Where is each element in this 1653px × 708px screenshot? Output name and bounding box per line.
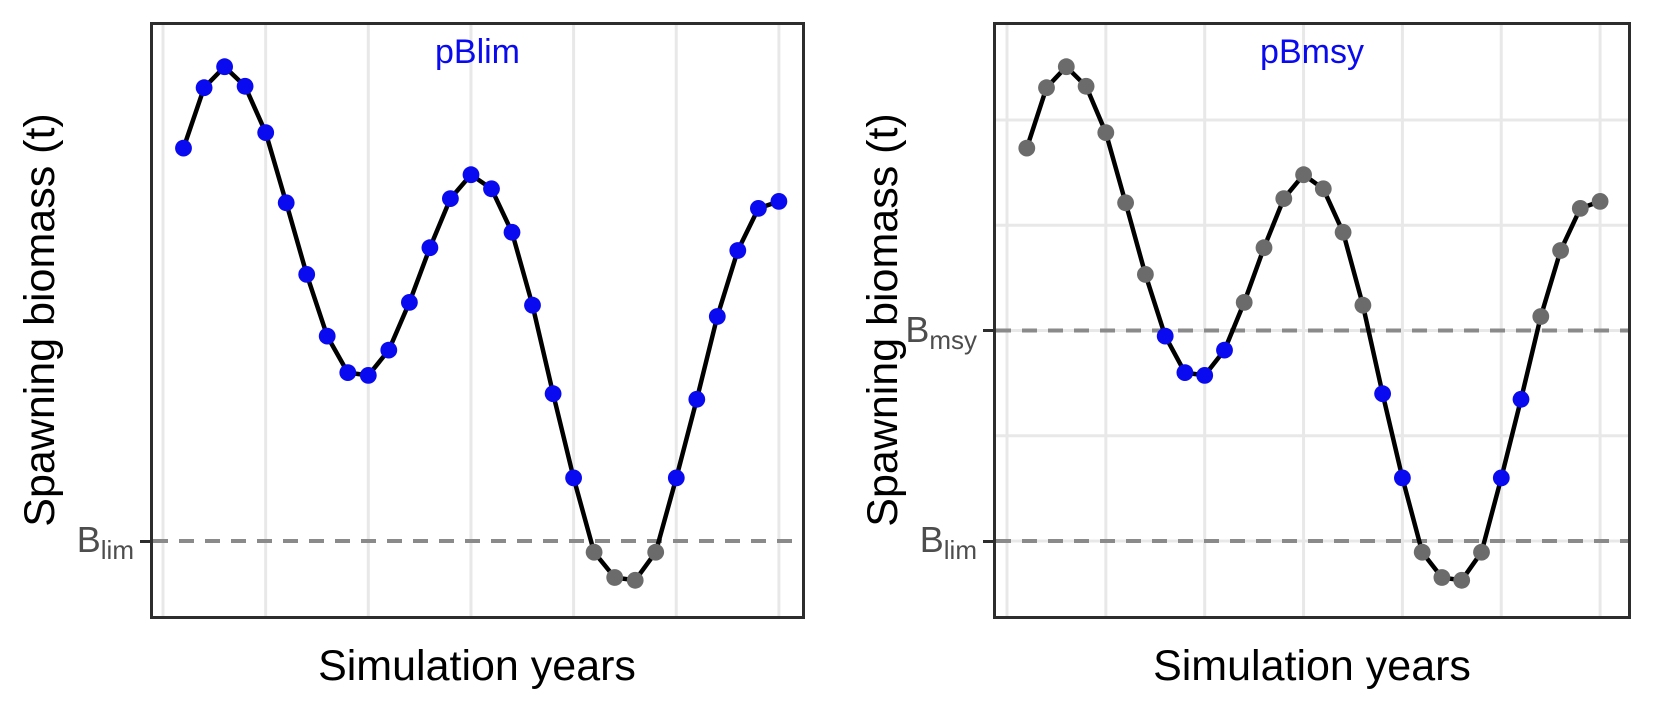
data-point xyxy=(1038,79,1055,97)
series-line xyxy=(1024,64,1603,583)
data-point xyxy=(483,180,500,198)
y-axis-tick xyxy=(983,539,993,543)
data-point xyxy=(1492,469,1510,487)
data-point xyxy=(195,79,213,97)
data-point xyxy=(462,166,480,184)
panel-title-pbmsy: pBmsy xyxy=(1260,33,1364,71)
x-axis-title-right: Simulation years xyxy=(1153,642,1471,690)
data-point xyxy=(1097,124,1115,141)
pblim-chart-svg xyxy=(150,22,805,619)
data-point xyxy=(359,367,377,384)
data-point xyxy=(1176,364,1194,381)
data-point xyxy=(1255,239,1273,257)
data-point xyxy=(380,341,398,359)
panel-border xyxy=(150,22,805,619)
y-axis-tick xyxy=(140,539,150,543)
data-point xyxy=(1354,296,1372,314)
y-tick-label-Blim: Blim xyxy=(919,519,977,565)
y-axis-tick xyxy=(983,329,993,332)
y-tick-label-Blim: Blim xyxy=(76,519,134,565)
data-point xyxy=(318,327,336,345)
data-point xyxy=(1117,194,1134,212)
data-point xyxy=(770,193,788,210)
data-point xyxy=(1374,385,1391,403)
data-point xyxy=(1571,200,1589,217)
data-point xyxy=(1512,390,1530,408)
data-point xyxy=(1018,139,1036,157)
data-point xyxy=(667,469,685,487)
x-axis-title-left: Simulation years xyxy=(318,642,636,690)
data-point xyxy=(1334,223,1352,241)
pbmsy-chart-svg xyxy=(993,22,1631,619)
data-point xyxy=(401,294,418,311)
data-point xyxy=(257,124,275,141)
data-point xyxy=(524,296,541,314)
data-point xyxy=(565,469,582,487)
data-point xyxy=(729,242,747,259)
data-point xyxy=(1196,367,1214,384)
data-point xyxy=(750,200,767,217)
data-point xyxy=(236,77,254,95)
data-point xyxy=(606,569,624,586)
data-point xyxy=(1077,77,1095,95)
data-point xyxy=(1275,190,1293,208)
panel-title-pblim: pBlim xyxy=(434,33,521,71)
data-point xyxy=(1156,327,1174,345)
data-point xyxy=(421,239,439,257)
data-point xyxy=(442,190,459,208)
data-point xyxy=(298,266,316,283)
data-point xyxy=(277,194,295,212)
data-point xyxy=(1295,166,1312,184)
y-tick-label-Bmsy: Bmsy xyxy=(905,308,977,355)
data-point xyxy=(1591,193,1609,210)
data-point xyxy=(1394,469,1411,487)
data-point xyxy=(1057,58,1075,76)
data-point xyxy=(708,308,726,325)
data-point xyxy=(1314,180,1332,198)
data-point xyxy=(1453,571,1471,589)
data-point xyxy=(216,58,233,76)
series-line xyxy=(181,64,782,583)
panel-pbmsy: pBmsy xyxy=(993,22,1631,619)
panel-pblim: pBlim xyxy=(150,22,805,619)
data-point xyxy=(339,364,357,381)
data-point xyxy=(1473,543,1490,561)
data-point xyxy=(544,385,562,403)
data-point xyxy=(503,223,521,241)
data-point xyxy=(585,543,603,561)
data-point xyxy=(1433,569,1451,586)
data-point xyxy=(1413,543,1431,561)
data-point xyxy=(647,543,665,561)
data-point xyxy=(1552,242,1569,259)
data-point xyxy=(1216,341,1233,359)
data-point xyxy=(1137,266,1154,283)
data-point xyxy=(688,390,706,408)
data-point xyxy=(626,571,644,589)
data-point xyxy=(1235,294,1253,311)
data-point xyxy=(175,139,192,157)
data-point xyxy=(1532,308,1550,325)
panel-border xyxy=(993,22,1631,619)
